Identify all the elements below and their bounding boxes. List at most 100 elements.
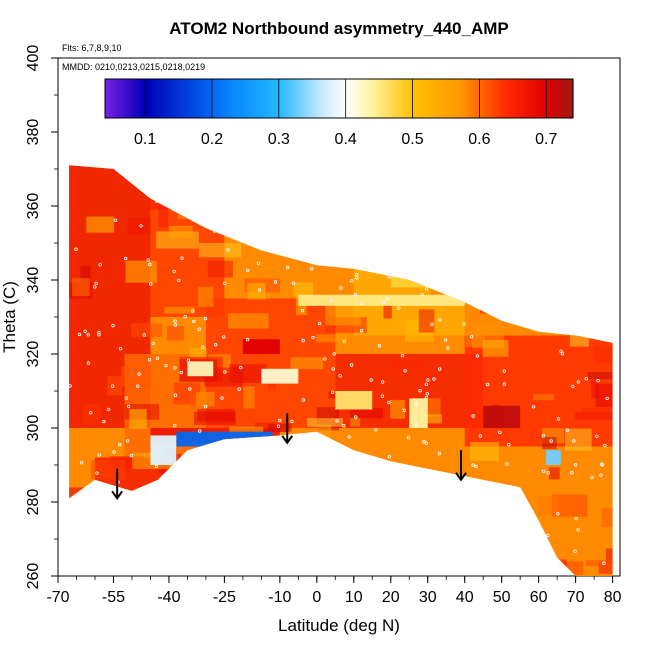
x-tick-label: -25 (213, 589, 236, 606)
measurement-point (154, 464, 159, 469)
measurement-point (403, 369, 407, 373)
field-strip (439, 273, 451, 290)
colorbar-segment (532, 79, 537, 118)
field-feature (483, 405, 521, 428)
colorbar-tick-label: 0.4 (335, 131, 357, 148)
measurement-point (301, 338, 305, 343)
field-strip (278, 191, 291, 211)
measurement-point (354, 415, 358, 419)
measurement-point (407, 178, 411, 183)
field-strip (470, 441, 499, 461)
field-strip (367, 244, 377, 265)
measurement-point (126, 549, 130, 554)
colorbar-segment (225, 79, 230, 118)
colorbar-segment (335, 79, 340, 118)
field-strip (587, 372, 613, 380)
colorbar-segment (445, 79, 450, 118)
colorbar-segment (429, 79, 434, 118)
measurement-point (576, 380, 581, 384)
colorbar-segment (235, 79, 240, 118)
measurement-point (541, 469, 546, 473)
field-feature (176, 431, 273, 447)
measurement-point (602, 561, 606, 565)
colorbar-segment (385, 79, 390, 118)
colorbar-segment (442, 79, 447, 118)
measurement-point (88, 411, 93, 415)
measurement-point (203, 404, 208, 409)
field-strip (400, 190, 414, 200)
colorbar-segment (155, 79, 160, 118)
x-axis: -70 -55 -40 -25 -10 0 10 20 30 40 50 60 70 80 (46, 576, 622, 606)
field-strip (548, 467, 560, 480)
field-strip (490, 301, 517, 317)
measurement-point (154, 199, 159, 203)
measurement-point (159, 559, 163, 563)
measurement-point (179, 534, 183, 539)
measurement-point (399, 551, 403, 555)
measurement-point (418, 389, 422, 393)
measurement-point (505, 275, 509, 279)
colorbar-segment (298, 79, 303, 118)
measurement-point (474, 204, 478, 208)
field-strip (320, 489, 365, 496)
measurement-point (300, 308, 305, 313)
measurement-point (339, 286, 343, 290)
field-strip (86, 216, 114, 233)
x-tick-label: 20 (382, 589, 400, 606)
measurement-point (215, 566, 219, 570)
measurement-point (324, 559, 329, 563)
measurement-point (69, 517, 71, 521)
field-strip (394, 360, 423, 372)
measurement-point (395, 470, 399, 474)
measurement-point (425, 392, 429, 396)
measurement-point (86, 540, 90, 544)
measurement-point (233, 548, 238, 552)
measurement-point (69, 384, 72, 388)
measurement-point (565, 428, 570, 432)
colorbar-segment (135, 79, 140, 118)
measurement-point (485, 382, 490, 387)
y-tick-label: 360 (25, 193, 42, 220)
field-feature (242, 339, 280, 354)
measurement-point (447, 160, 450, 163)
colorbar-segment (419, 79, 424, 118)
measurement-point (237, 387, 241, 391)
measurement-point (95, 471, 99, 475)
measurement-point (84, 498, 88, 502)
colorbar-segment (556, 79, 561, 118)
measurement-point (268, 154, 271, 157)
measurement-point (599, 473, 603, 477)
field-strip (390, 399, 406, 419)
x-tick-label: 80 (604, 589, 622, 606)
measurement-point (83, 329, 87, 333)
x-tick-label: -40 (157, 589, 180, 606)
measurement-point (544, 281, 549, 285)
measurement-point (462, 322, 466, 326)
field-strip (129, 409, 147, 429)
field-strip (172, 183, 190, 206)
measurement-point (335, 419, 339, 423)
measurement-point (443, 338, 448, 342)
measurement-point (186, 471, 191, 476)
measurement-point (544, 328, 548, 332)
field-strip (325, 305, 361, 326)
measurement-point (263, 482, 267, 487)
measurement-point (200, 492, 205, 496)
measurement-point (98, 263, 102, 267)
measurement-point (290, 419, 294, 424)
field-strip (612, 205, 613, 216)
colorbar-segment (288, 79, 293, 118)
measurement-point (220, 396, 224, 400)
colorbar-tick-label: 0.3 (268, 131, 290, 148)
field-feature (546, 450, 561, 465)
measurement-point (455, 153, 458, 156)
colorbar-tick-label: 0.2 (201, 131, 223, 148)
field-strip (326, 521, 357, 531)
colorbar-segment (372, 79, 377, 118)
colorbar-segment (342, 79, 347, 118)
measurement-point (406, 436, 411, 440)
measurement-point (411, 566, 416, 570)
field-feature (187, 361, 214, 377)
field-strip (123, 458, 132, 472)
field-strip (267, 424, 290, 432)
